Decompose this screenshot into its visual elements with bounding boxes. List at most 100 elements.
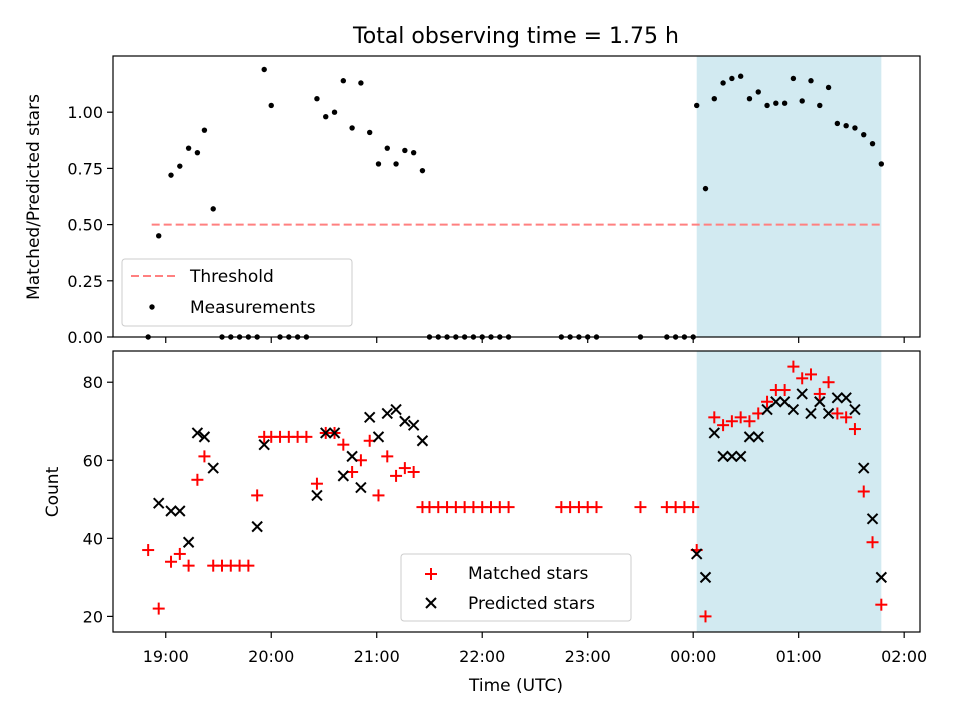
matched-star-point	[502, 501, 515, 514]
measurement-point	[168, 172, 174, 178]
measurements-legend-swatch	[149, 304, 155, 310]
measurement-point	[808, 78, 814, 84]
matched-star-point	[813, 387, 826, 400]
count-panel: 20 40 60 80 19:00 20:00 21:00 22:00 23:00 00:00 01…	[43, 350, 927, 696]
matched-star-point	[407, 465, 420, 478]
measurement-point	[773, 100, 779, 106]
y-tick-label: 40	[83, 529, 103, 548]
matched-star-point	[310, 477, 323, 490]
measurement-point	[402, 147, 408, 154]
predicted-star-point	[328, 427, 341, 439]
matched-star-point	[251, 489, 264, 502]
matched-star-point	[191, 473, 204, 486]
measurement-point	[755, 89, 761, 95]
matched-star-point	[725, 415, 738, 428]
measurement-point	[720, 80, 726, 86]
measurement-point	[185, 145, 192, 151]
y-tick-label: 80	[83, 373, 103, 392]
measurement-point	[156, 233, 162, 239]
measurement-point	[737, 73, 744, 79]
matched-star-point	[796, 372, 809, 385]
predicted-star-point	[407, 419, 420, 431]
matched-star-point	[300, 430, 313, 443]
measurement-point	[419, 167, 426, 174]
measurement-point	[210, 206, 216, 212]
predicted-star-point	[734, 450, 747, 463]
matched-star-point	[699, 610, 712, 623]
matched-star-point	[866, 536, 879, 549]
measurement-point	[177, 163, 183, 169]
y-tick-label: 1.00	[67, 103, 103, 122]
measurement-point	[268, 102, 274, 109]
count-panel-frame	[112, 350, 921, 633]
predicted-star-point	[699, 571, 712, 584]
matched-star-point	[173, 547, 186, 560]
matched-star-point	[198, 450, 211, 463]
matched-star-point	[787, 360, 800, 373]
matched-star-point	[142, 544, 155, 557]
predicted-star-point	[258, 438, 270, 451]
x-tick-label: 00:00	[670, 647, 716, 666]
matched-star-point	[717, 419, 730, 432]
predicted-star-point	[858, 462, 870, 474]
y-tick-label: 0.00	[67, 328, 103, 347]
predicted-star-point	[717, 450, 729, 463]
predicted-star-point	[805, 407, 817, 420]
measurement-point	[843, 122, 849, 129]
predicted-star-point	[165, 505, 177, 517]
matched-star-point	[165, 555, 178, 568]
predicted-star-point	[399, 415, 411, 427]
measurement-point	[340, 78, 347, 84]
measurement-point	[746, 96, 753, 102]
predicted-star-point	[743, 431, 756, 443]
predicted-star-point	[372, 431, 385, 443]
matched-star-point	[822, 376, 835, 389]
ratio-y-axis-label: Matched/Predicted stars	[24, 94, 44, 300]
predicted-star-point	[346, 450, 358, 463]
matched-star-point	[743, 415, 756, 428]
y-tick-label: 0.75	[67, 159, 103, 178]
matched-star-point	[848, 423, 861, 436]
predicted-star-point	[153, 497, 165, 509]
measurement-point	[314, 96, 320, 102]
measurement-point	[702, 185, 709, 192]
measurement-point	[825, 84, 832, 91]
predicted-star-point	[840, 392, 852, 404]
matched-star-point	[398, 462, 411, 475]
measurement-point	[861, 131, 867, 138]
predicted-star-point	[381, 407, 393, 420]
predicted-star-point	[251, 520, 263, 533]
matched-star-point	[634, 501, 647, 514]
shaded-region	[696, 351, 882, 632]
predicted-star-point	[814, 396, 826, 408]
y-tick-label: 0.25	[67, 272, 103, 291]
predicted-star-point	[363, 411, 376, 424]
predicted-star-point	[355, 481, 367, 494]
predicted-star-point	[787, 403, 800, 416]
figure-title: Total observing time = 1.75 h	[352, 24, 679, 49]
measurement-point	[711, 96, 717, 102]
matched-star-point	[687, 501, 700, 514]
y-tick-label: 60	[83, 451, 103, 470]
x-tick-label: 20:00	[248, 647, 294, 666]
predicted-star-point	[708, 427, 721, 439]
predicted-star-point	[691, 548, 703, 560]
matched-star-point	[734, 411, 747, 424]
x-tick-label: 01:00	[776, 647, 822, 666]
measurement-point	[261, 66, 267, 73]
x-tick-label: 23:00	[565, 647, 611, 666]
measurement-point	[393, 161, 399, 167]
measurement-point	[375, 161, 382, 167]
matched-star-point	[372, 489, 385, 502]
x-tick-label: 02:00	[881, 647, 927, 666]
predicted-star-point	[822, 407, 835, 420]
matched-star-point	[242, 559, 255, 572]
ratio-axis-ticks: 0.00 0.25 0.50 0.75 1.00	[67, 103, 905, 347]
measurement-point	[817, 102, 823, 109]
matched-star-point	[590, 501, 603, 514]
measurement-point	[331, 109, 338, 115]
matched-star-point	[381, 450, 394, 463]
matched-star-point	[708, 411, 721, 424]
measurement-point	[729, 75, 735, 82]
